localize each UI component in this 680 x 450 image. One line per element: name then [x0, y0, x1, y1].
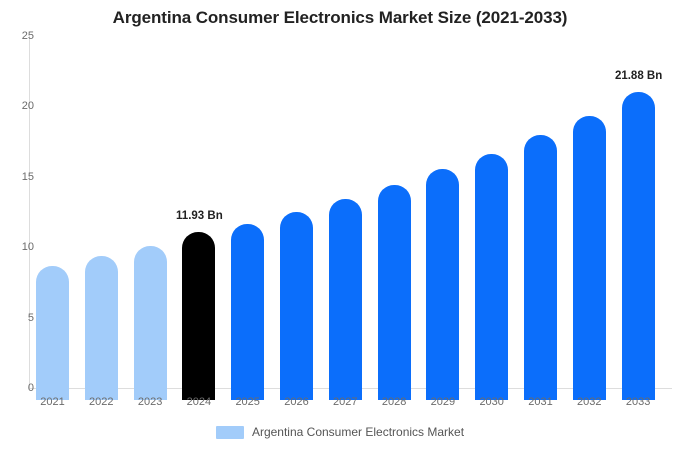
legend-swatch-market [215, 425, 244, 439]
y-axis-tick-0: 0 [27, 382, 34, 394]
bar-2030[interactable] [475, 153, 509, 400]
x-axis-tick-2031: 2031 [528, 396, 553, 408]
bar-2033[interactable] [621, 91, 655, 400]
bar-2028[interactable] [377, 185, 411, 400]
plot-area: 0 5 10 15 20 25 11.93 Bn 21.88 Bn 2021 2022 2023… [21, 12, 672, 408]
x-axis-tick-2025: 2025 [235, 396, 260, 408]
x-axis-tick-2028: 2028 [381, 396, 407, 408]
x-axis-tick-2026: 2026 [284, 396, 309, 408]
bar-group-2027[interactable] [328, 12, 362, 400]
bar-group-2024[interactable]: 11.93 Bn [176, 12, 223, 400]
y-axis-line [29, 36, 30, 389]
bar-group-2025[interactable] [231, 12, 265, 400]
bar-2029[interactable] [426, 169, 460, 400]
bar-group-2022[interactable] [84, 12, 118, 400]
x-axis-tick-2022: 2022 [89, 396, 114, 408]
bar-group-2033[interactable]: 21.88 Bn [615, 12, 662, 400]
bar-2027[interactable] [328, 198, 362, 400]
chart-legend: Argentina Consumer Electronics Market [0, 425, 680, 439]
bar-value-label-2033: 21.88 Bn [614, 69, 663, 82]
y-axis-tick-25: 25 [21, 30, 34, 42]
x-axis-tick-2029: 2029 [430, 396, 456, 408]
legend-label-market: Argentina Consumer Electronics Market [251, 425, 465, 439]
bar-2031[interactable] [524, 134, 557, 400]
x-axis-tick-2023: 2023 [137, 396, 163, 408]
bar-group-2029[interactable] [426, 12, 460, 400]
bar-2032[interactable] [572, 115, 606, 400]
x-axis-tick-2032: 2032 [577, 396, 602, 408]
chart-title: Argentina Consumer Electronics Market Si… [112, 8, 568, 27]
bar-2024[interactable] [182, 232, 216, 400]
bar-group-2032[interactable] [572, 12, 606, 400]
bar-2021[interactable] [36, 266, 69, 400]
bar-2022[interactable] [84, 255, 118, 400]
x-axis-tick-2030: 2030 [479, 396, 504, 408]
x-axis-tick-2033: 2033 [625, 396, 651, 408]
bar-2025[interactable] [231, 224, 265, 400]
bar-group-2021[interactable] [36, 12, 69, 400]
y-axis-tick-20: 20 [21, 100, 34, 113]
y-axis-tick-10: 10 [21, 241, 34, 254]
bar-group-2026[interactable] [280, 12, 313, 400]
x-axis-tick-2024: 2024 [186, 396, 212, 408]
x-axis-tick-2021: 2021 [40, 396, 65, 408]
bar-2023[interactable] [133, 245, 167, 400]
bar-group-2030[interactable] [475, 12, 509, 400]
bar-group-2023[interactable] [133, 12, 167, 400]
bar-value-label-2024: 11.93 Bn [176, 210, 223, 223]
x-axis-tick-2027: 2027 [333, 396, 358, 408]
bar-group-2031[interactable] [524, 12, 557, 400]
bar-2026[interactable] [280, 212, 313, 400]
bar-group-2028[interactable] [377, 12, 411, 400]
y-axis-tick-5: 5 [27, 311, 34, 324]
y-axis-tick-15: 15 [21, 170, 34, 183]
